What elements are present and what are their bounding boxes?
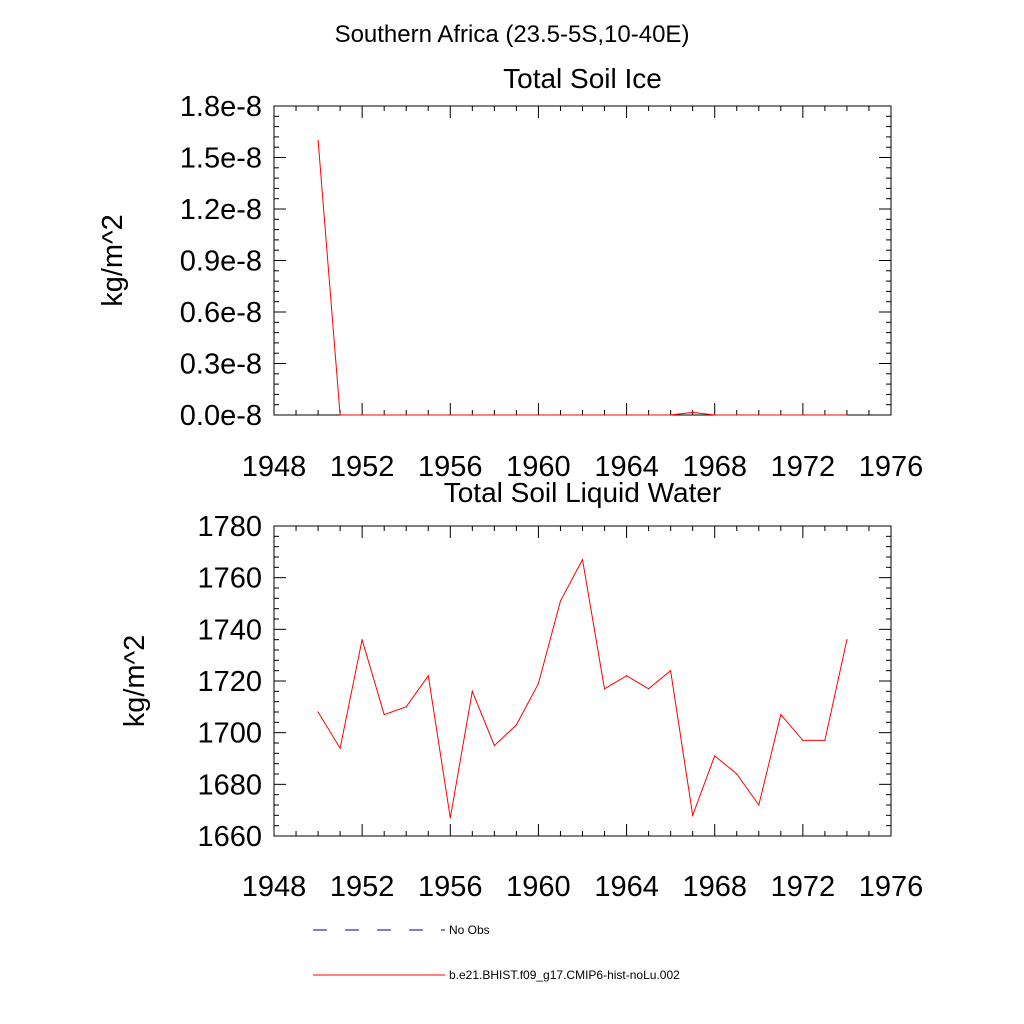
total-soil-liquid-water-data-point bbox=[692, 814, 694, 816]
total-soil-liquid-water-data-point bbox=[780, 713, 782, 716]
total-soil-liquid-water-panel: 1948 1952 1956 1960 1964 1968 1972 1976 1660 1680… bbox=[119, 477, 923, 903]
total-soil-liquid-water-data-point bbox=[824, 739, 826, 742]
total-soil-ice-data-point bbox=[559, 414, 562, 416]
total-soil-ice-data-point bbox=[714, 414, 716, 416]
total-soil-liquid-water-data-point bbox=[581, 558, 584, 561]
total-soil-liquid-water-data-point bbox=[603, 688, 606, 690]
legend-label-model-run: b.e21.BHIST.f09_g17.CMIP6-hist-noLu.002 bbox=[449, 968, 680, 982]
total-soil-liquid-water-y-axis-label: kg/m^2 bbox=[119, 635, 151, 728]
total-soil-ice-data-point bbox=[670, 414, 672, 416]
total-soil-ice-data-point bbox=[802, 414, 804, 416]
total-soil-ice-data-point bbox=[824, 414, 826, 416]
y-tick-label: 1740 bbox=[197, 614, 262, 646]
total-soil-ice-data-point bbox=[493, 414, 495, 416]
total-soil-ice-plot-frame bbox=[273, 105, 892, 416]
total-soil-ice-data-point bbox=[625, 414, 628, 416]
y-tick-label: 1.2e-8 bbox=[180, 194, 262, 226]
total-soil-liquid-water-data-point bbox=[736, 773, 738, 775]
y-tick-label: 1760 bbox=[197, 563, 262, 595]
total-soil-ice-data-point bbox=[471, 414, 473, 416]
total-soil-ice-data-point bbox=[427, 414, 429, 416]
x-tick-label: 1948 bbox=[242, 871, 307, 903]
total-soil-liquid-water-data-point bbox=[361, 639, 363, 641]
total-soil-liquid-water-data-point bbox=[427, 675, 429, 677]
figure-title: Southern Africa (23.5-5S,10-40E) bbox=[335, 21, 690, 48]
total-soil-ice-data-point bbox=[383, 414, 385, 416]
y-tick-label: 1780 bbox=[197, 511, 262, 543]
total-soil-ice-data-point bbox=[515, 414, 517, 416]
total-soil-ice-series-line bbox=[317, 140, 847, 416]
total-soil-ice-data-point bbox=[361, 414, 363, 416]
x-tick-label: 1960 bbox=[506, 451, 571, 483]
total-soil-liquid-water-data-point bbox=[559, 600, 562, 602]
total-soil-ice-data-point bbox=[692, 411, 694, 414]
total-soil-liquid-water-data-point bbox=[537, 682, 540, 685]
x-tick-label: 1956 bbox=[418, 871, 483, 903]
x-tick-label: 1952 bbox=[330, 451, 395, 483]
x-tick-label: 1964 bbox=[594, 871, 659, 903]
y-tick-label: 0.0e-8 bbox=[180, 400, 262, 432]
total-soil-liquid-water-data-point bbox=[670, 670, 672, 672]
total-soil-ice-data-point bbox=[537, 414, 540, 416]
y-tick-label: 0.9e-8 bbox=[180, 246, 262, 278]
y-tick-label: 1.8e-8 bbox=[180, 91, 262, 123]
total-soil-ice-data-point bbox=[780, 414, 782, 416]
y-tick-label: 1680 bbox=[197, 769, 262, 801]
total-soil-liquid-water-title: Total Soil Liquid Water bbox=[444, 477, 722, 508]
legend-label-no-obs: No Obs bbox=[449, 923, 490, 937]
total-soil-liquid-water-data-point bbox=[515, 724, 517, 726]
y-tick-label: 1660 bbox=[197, 821, 262, 853]
x-tick-label: 1956 bbox=[418, 451, 483, 483]
total-soil-liquid-water-data-point bbox=[383, 713, 385, 716]
total-soil-ice-data-point bbox=[449, 414, 451, 416]
total-soil-ice-data-point bbox=[648, 414, 650, 416]
x-tick-label: 1976 bbox=[859, 451, 924, 483]
y-tick-label: 0.3e-8 bbox=[180, 349, 262, 381]
total-soil-ice-data-point bbox=[736, 414, 738, 416]
total-soil-liquid-water-data-point bbox=[471, 690, 473, 692]
total-soil-liquid-water-data-point bbox=[714, 755, 716, 757]
total-soil-liquid-water-data-point bbox=[317, 711, 319, 713]
total-soil-ice-data-point bbox=[603, 414, 606, 416]
total-soil-liquid-water-data-point bbox=[493, 744, 495, 747]
total-soil-liquid-water-plot-frame bbox=[273, 525, 892, 837]
total-soil-ice-data-point bbox=[581, 414, 584, 416]
x-tick-label: 1948 bbox=[242, 451, 307, 483]
total-soil-liquid-water-data-point bbox=[339, 747, 341, 749]
total-soil-ice-panel: 1948 1952 1956 1960 1964 1968 1972 1976 0.0e-8 0.… bbox=[97, 63, 923, 483]
total-soil-ice-data-point bbox=[405, 414, 407, 416]
total-soil-liquid-water-data-point bbox=[758, 804, 760, 806]
x-tick-label: 1968 bbox=[682, 451, 747, 483]
total-soil-liquid-water-data-point bbox=[846, 639, 848, 641]
x-tick-label: 1952 bbox=[330, 871, 395, 903]
total-soil-ice-y-axis-label: kg/m^2 bbox=[97, 214, 129, 307]
x-tick-label: 1972 bbox=[771, 871, 836, 903]
x-tick-label: 1972 bbox=[771, 451, 836, 483]
y-tick-label: 1720 bbox=[197, 666, 262, 698]
total-soil-ice-title: Total Soil Ice bbox=[503, 63, 662, 94]
y-tick-label: 1.5e-8 bbox=[180, 143, 262, 175]
total-soil-liquid-water-data-point bbox=[449, 817, 451, 819]
legend: No Obs b.e21.BHIST.f09_g17.CMIP6-hist-no… bbox=[313, 923, 680, 982]
total-soil-liquid-water-data-point bbox=[802, 739, 804, 742]
x-tick-label: 1976 bbox=[859, 871, 924, 903]
total-soil-liquid-water-data-point bbox=[405, 706, 407, 708]
x-tick-label: 1964 bbox=[594, 451, 659, 483]
total-soil-ice-data-point bbox=[339, 414, 341, 416]
x-tick-label: 1968 bbox=[682, 871, 747, 903]
total-soil-ice-data-point bbox=[846, 414, 848, 416]
total-soil-liquid-water-series-line bbox=[317, 558, 848, 818]
y-tick-label: 0.6e-8 bbox=[180, 297, 262, 329]
total-soil-ice-data-point bbox=[317, 139, 319, 141]
y-tick-label: 1700 bbox=[197, 718, 262, 750]
x-tick-label: 1960 bbox=[506, 871, 571, 903]
total-soil-liquid-water-data-point bbox=[625, 675, 628, 677]
total-soil-ice-data-point bbox=[758, 414, 760, 416]
total-soil-liquid-water-data-point bbox=[648, 688, 650, 690]
